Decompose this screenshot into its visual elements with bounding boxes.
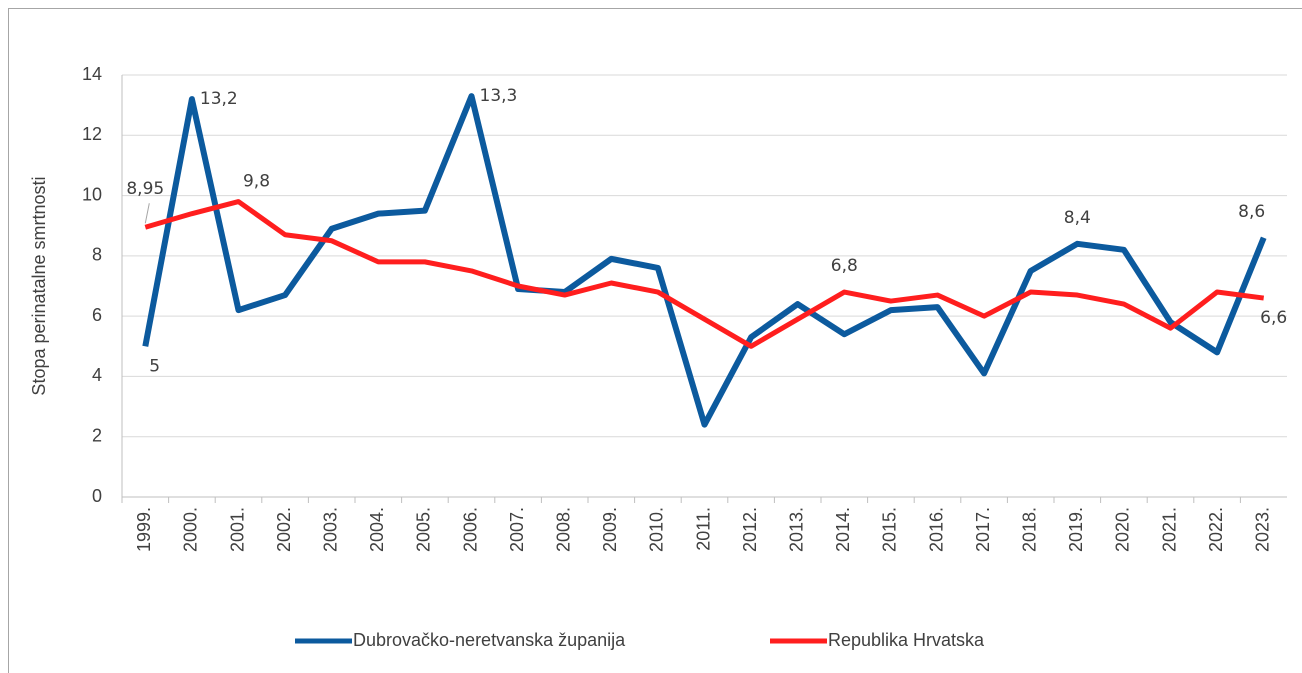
x-tick-label: 2020. xyxy=(1113,507,1133,552)
x-tick-label: 2016. xyxy=(926,507,946,552)
data-label: 5 xyxy=(149,356,160,376)
x-tick-label: 2009. xyxy=(600,507,620,552)
x-tick-label: 2019. xyxy=(1066,507,1086,552)
data-label: 8,95 xyxy=(126,179,164,199)
data-label: 6,8 xyxy=(831,256,858,276)
y-tick-label: 4 xyxy=(92,365,102,385)
data-label: 13,3 xyxy=(480,86,518,106)
x-tick-label: 2010. xyxy=(647,507,667,552)
y-tick-label: 2 xyxy=(92,425,102,445)
x-tick-label: 2021. xyxy=(1159,507,1179,552)
x-tick-label: 2005. xyxy=(414,507,434,552)
x-tick-label: 2014. xyxy=(833,507,853,552)
x-tick-label: 2018. xyxy=(1019,507,1039,552)
x-tick-label: 2012. xyxy=(740,507,760,552)
line-series xyxy=(144,199,1265,349)
x-tick-label: 1999. xyxy=(134,507,154,552)
x-tick-label: 2003. xyxy=(320,507,340,552)
y-tick-label: 0 xyxy=(92,486,102,506)
x-tick-label: 2006. xyxy=(460,507,480,552)
data-label: 8,4 xyxy=(1064,208,1091,228)
data-label: 6,6 xyxy=(1260,308,1287,328)
x-tick-label: 2001. xyxy=(227,507,247,552)
x-tick-label: 2013. xyxy=(786,507,806,552)
chart-frame xyxy=(8,8,1302,673)
x-tick-label: 2004. xyxy=(367,507,387,552)
y-axis-label: Stopa perinatalne smrtnosti xyxy=(29,176,49,395)
x-tick-label: 2000. xyxy=(181,507,201,552)
x-tick-label: 2022. xyxy=(1206,507,1226,552)
x-tick-label: 2008. xyxy=(553,507,573,552)
data-label: 8,6 xyxy=(1238,202,1265,222)
data-label: 13,2 xyxy=(200,89,238,109)
leader-line xyxy=(144,203,150,224)
x-tick-label: 2023. xyxy=(1252,507,1272,552)
y-tick-label: 12 xyxy=(82,124,102,144)
x-tick-label: 2015. xyxy=(880,507,900,552)
x-tick-label: 2011. xyxy=(693,507,713,551)
x-tick-label: 2007. xyxy=(507,507,527,552)
x-tick-label: 2002. xyxy=(274,507,294,552)
y-tick-label: 10 xyxy=(82,184,102,204)
y-tick-label: 6 xyxy=(92,305,102,325)
legend-label: Dubrovačko-neretvanska županija xyxy=(353,630,626,650)
y-tick-label: 14 xyxy=(82,64,102,84)
data-label: 9,8 xyxy=(243,172,270,192)
legend-label: Republika Hrvatska xyxy=(828,630,985,650)
y-tick-label: 8 xyxy=(92,245,102,265)
x-tick-label: 2017. xyxy=(973,507,993,552)
line-series xyxy=(142,93,1267,428)
